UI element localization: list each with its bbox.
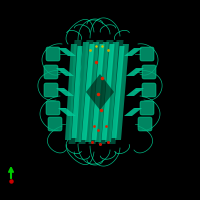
Polygon shape (98, 40, 114, 144)
Polygon shape (86, 74, 114, 110)
FancyBboxPatch shape (48, 117, 62, 131)
FancyBboxPatch shape (142, 83, 156, 97)
FancyBboxPatch shape (140, 47, 154, 61)
FancyBboxPatch shape (46, 47, 60, 61)
Polygon shape (115, 44, 129, 140)
FancyBboxPatch shape (44, 65, 58, 79)
Polygon shape (56, 88, 74, 96)
Polygon shape (126, 88, 144, 96)
Polygon shape (78, 40, 94, 144)
FancyBboxPatch shape (142, 65, 156, 79)
Polygon shape (75, 42, 89, 142)
FancyBboxPatch shape (44, 83, 58, 97)
Polygon shape (112, 46, 124, 138)
Polygon shape (126, 68, 144, 76)
Polygon shape (65, 44, 77, 140)
FancyBboxPatch shape (46, 101, 60, 115)
Polygon shape (58, 108, 76, 116)
Polygon shape (102, 44, 114, 140)
Polygon shape (56, 68, 74, 76)
Polygon shape (82, 44, 95, 140)
Polygon shape (88, 40, 104, 144)
FancyBboxPatch shape (138, 117, 152, 131)
Polygon shape (95, 42, 109, 142)
Polygon shape (108, 40, 124, 144)
Polygon shape (124, 48, 142, 56)
Polygon shape (68, 40, 82, 144)
Polygon shape (58, 48, 76, 56)
FancyBboxPatch shape (140, 101, 154, 115)
Polygon shape (72, 46, 83, 138)
Polygon shape (105, 42, 119, 142)
Polygon shape (92, 44, 104, 140)
Polygon shape (124, 108, 142, 116)
Polygon shape (85, 42, 99, 142)
